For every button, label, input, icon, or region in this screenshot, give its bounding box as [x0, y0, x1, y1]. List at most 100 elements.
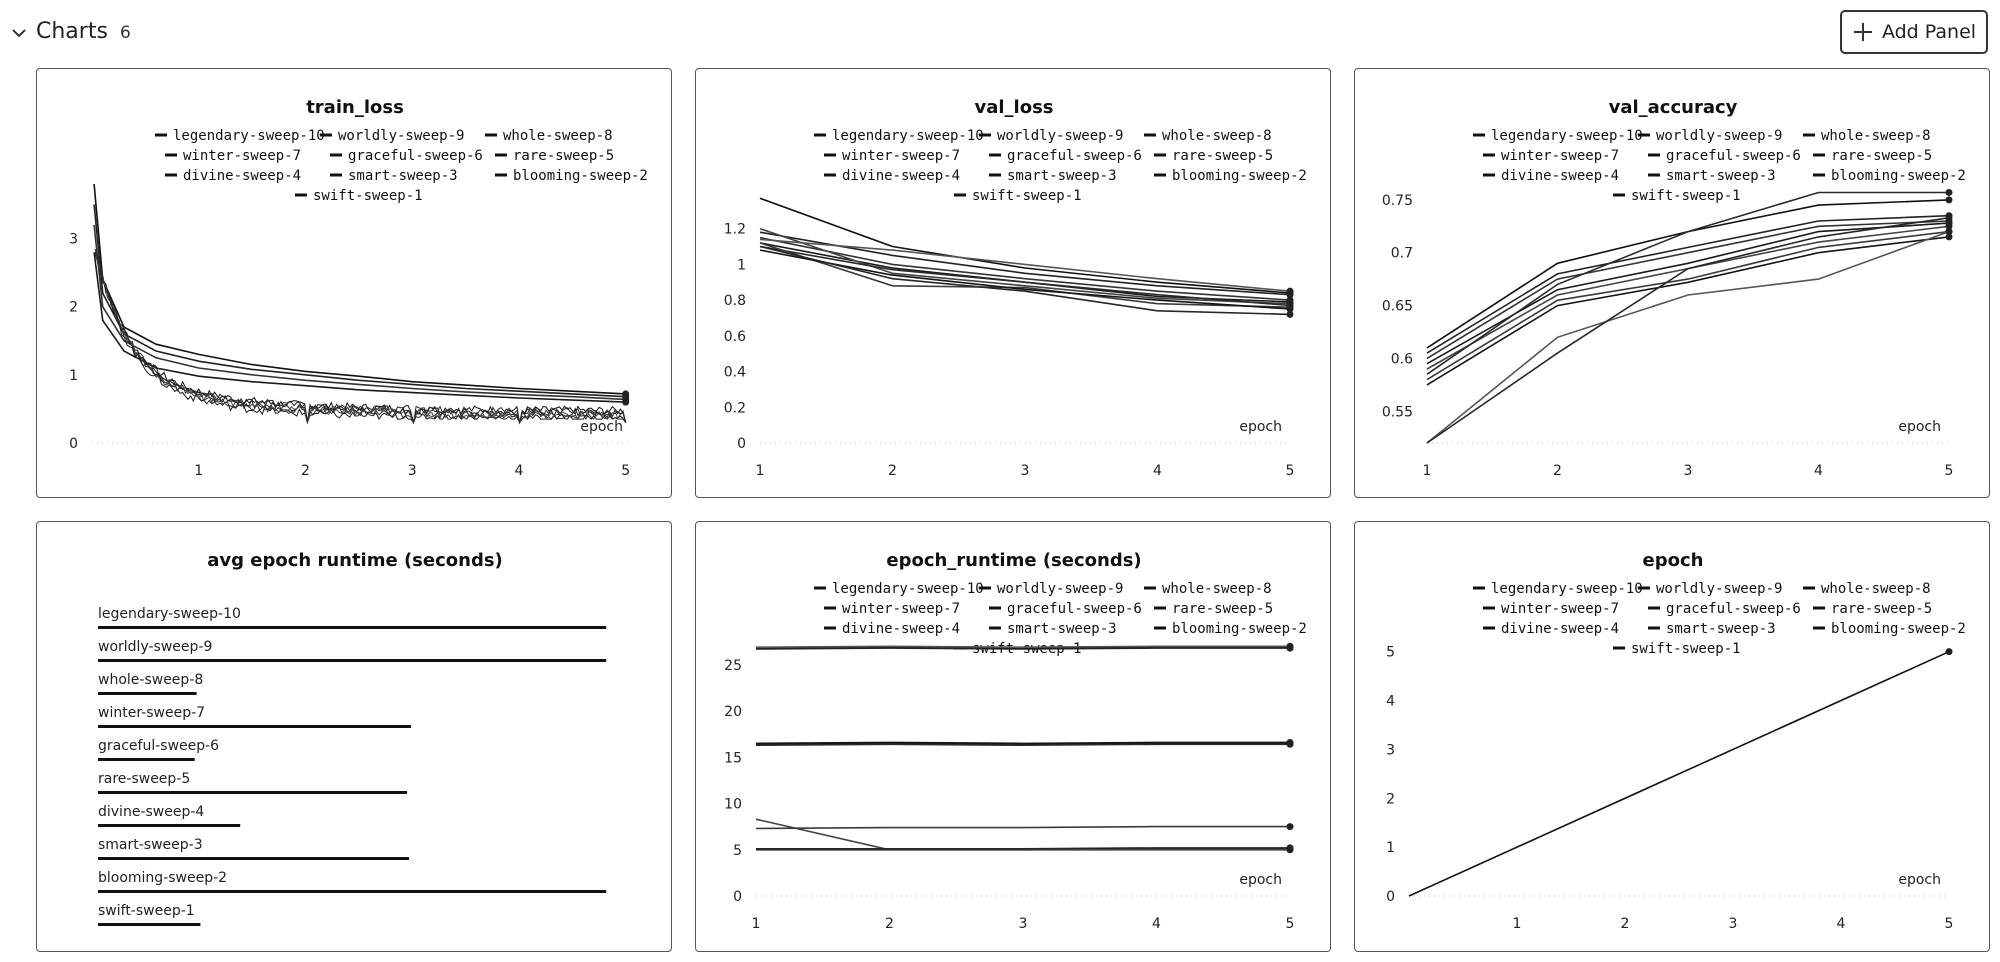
legend-item[interactable]: graceful-sweep-6	[1648, 601, 1801, 617]
legend-item[interactable]: legendary-sweep-10	[814, 581, 984, 597]
legend-item[interactable]: winter-sweep-7	[1483, 601, 1619, 617]
legend-item[interactable]: divine-sweep-4	[1483, 621, 1619, 637]
legend-label: blooming-sweep-2	[1831, 168, 1966, 184]
y-tick-label: 0.2	[724, 400, 746, 416]
series-line[interactable]	[1426, 233, 1953, 386]
series-line[interactable]	[1426, 228, 1953, 444]
legend-item[interactable]: smart-sweep-3	[1648, 168, 1776, 184]
x-tick-label: 4	[514, 463, 523, 479]
bar-row[interactable]: rare-sweep-5	[98, 771, 408, 794]
x-axis-label: epoch	[1898, 419, 1941, 435]
legend-item[interactable]: graceful-sweep-6	[330, 148, 483, 164]
series-line[interactable]	[759, 238, 1294, 295]
x-tick-label: 5	[1286, 463, 1295, 479]
bar-row[interactable]: winter-sweep-7	[98, 705, 411, 728]
add-panel-button[interactable]: Add Panel	[1840, 10, 1988, 54]
panel-epoch[interactable]: epoch legendary-sweep-10 worldly-sweep-9 wh…	[1354, 521, 1990, 952]
section-title[interactable]: Charts	[36, 19, 108, 44]
series-line[interactable]	[755, 642, 1294, 650]
legend-item[interactable]: winter-sweep-7	[1483, 148, 1619, 164]
legend-item[interactable]: legendary-sweep-10	[1473, 581, 1643, 597]
legend-item[interactable]: blooming-sweep-2	[495, 168, 648, 184]
series-line[interactable]	[759, 236, 1294, 304]
legend-item[interactable]: rare-sweep-5	[1813, 601, 1932, 617]
bar-row[interactable]: smart-sweep-3	[98, 837, 409, 860]
series-path	[93, 183, 626, 395]
legend-item[interactable]: legendary-sweep-10	[155, 128, 325, 144]
legend-item[interactable]: divine-sweep-4	[824, 621, 960, 637]
legend-label: graceful-sweep-6	[1007, 148, 1142, 164]
bar-label: divine-sweep-4	[98, 804, 204, 820]
series-line[interactable]	[759, 249, 1294, 313]
legend-item[interactable]: graceful-sweep-6	[989, 601, 1142, 617]
legend-item[interactable]: swift-sweep-1	[1613, 641, 1741, 657]
legend-item[interactable]: blooming-sweep-2	[1813, 168, 1966, 184]
legend-item[interactable]: worldly-sweep-9	[1638, 128, 1782, 144]
bar-row[interactable]: legendary-sweep-10	[98, 606, 607, 629]
legend-item[interactable]: divine-sweep-4	[824, 168, 960, 184]
series-path	[755, 741, 1290, 745]
legend-item[interactable]: whole-sweep-8	[1803, 581, 1931, 597]
legend-item[interactable]: smart-sweep-3	[989, 168, 1117, 184]
legend-item[interactable]: rare-sweep-5	[1154, 601, 1273, 617]
legend-item[interactable]: winter-sweep-7	[824, 601, 960, 617]
legend-item[interactable]: swift-sweep-1	[954, 188, 1082, 204]
legend-item[interactable]: graceful-sweep-6	[1648, 148, 1801, 164]
legend-item[interactable]: rare-sweep-5	[1154, 148, 1273, 164]
legend-item[interactable]: whole-sweep-8	[1803, 128, 1931, 144]
legend-label: blooming-sweep-2	[1172, 168, 1307, 184]
panel-epoch-runtime[interactable]: epoch_runtime (seconds) legendary-sweep-1…	[695, 521, 1331, 952]
legend-item[interactable]: smart-sweep-3	[1648, 621, 1776, 637]
bar-label: swift-sweep-1	[98, 903, 195, 919]
series-line[interactable]	[1426, 188, 1953, 375]
legend-item[interactable]: divine-sweep-4	[165, 168, 301, 184]
bar-row[interactable]: divine-sweep-4	[98, 804, 241, 827]
series-path	[755, 818, 1290, 851]
series-line[interactable]	[1408, 648, 1953, 897]
legend-item[interactable]: divine-sweep-4	[1483, 168, 1619, 184]
legend-item[interactable]: smart-sweep-3	[330, 168, 458, 184]
bar-label: rare-sweep-5	[98, 771, 190, 787]
legend-item[interactable]: whole-sweep-8	[1144, 128, 1272, 144]
legend-item[interactable]: rare-sweep-5	[1813, 148, 1932, 164]
legend-item[interactable]: blooming-sweep-2	[1813, 621, 1966, 637]
series-line[interactable]	[93, 183, 630, 398]
legend-item[interactable]: graceful-sweep-6	[989, 148, 1142, 164]
legend-item[interactable]: blooming-sweep-2	[1154, 621, 1307, 637]
chart-title: val_loss	[974, 97, 1053, 118]
legend-item[interactable]: swift-sweep-1	[295, 188, 423, 204]
series-line[interactable]	[756, 844, 1294, 852]
panel-avg-epoch-runtime[interactable]: avg epoch runtime (seconds) legendary-swe…	[36, 521, 672, 952]
legend-item[interactable]: whole-sweep-8	[485, 128, 613, 144]
legend-item[interactable]: swift-sweep-1	[1613, 188, 1741, 204]
x-tick-label: 2	[1621, 916, 1630, 932]
series-line[interactable]	[755, 738, 1294, 746]
legend-item[interactable]: legendary-sweep-10	[1473, 128, 1643, 144]
legend-item[interactable]: legendary-sweep-10	[814, 128, 984, 144]
legend-item[interactable]: rare-sweep-5	[495, 148, 614, 164]
legend-item[interactable]: worldly-sweep-9	[320, 128, 464, 144]
bar-row[interactable]: blooming-sweep-2	[98, 870, 607, 893]
bar-row[interactable]: swift-sweep-1	[98, 903, 201, 926]
series-line[interactable]	[759, 245, 1294, 318]
x-tick-label: 3	[1021, 463, 1030, 479]
series-line[interactable]	[755, 823, 1294, 831]
legend-item[interactable]: winter-sweep-7	[824, 148, 960, 164]
panel-train-loss[interactable]: train_loss legendary-sweep-10 worldly-swee…	[36, 68, 672, 498]
bar-row[interactable]: worldly-sweep-9	[98, 639, 607, 662]
legend-item[interactable]: worldly-sweep-9	[979, 581, 1123, 597]
legend-item[interactable]: worldly-sweep-9	[979, 128, 1123, 144]
legend-item[interactable]: whole-sweep-8	[1144, 581, 1272, 597]
legend-item[interactable]: blooming-sweep-2	[1154, 168, 1307, 184]
chevron-down-icon[interactable]	[8, 22, 30, 44]
legend-item[interactable]: worldly-sweep-9	[1638, 581, 1782, 597]
series-line[interactable]	[1426, 214, 1953, 444]
bar-row[interactable]: graceful-sweep-6	[98, 738, 219, 761]
series-line[interactable]	[93, 252, 630, 406]
bar-row[interactable]: whole-sweep-8	[98, 672, 203, 695]
panel-val-loss[interactable]: val_loss legendary-sweep-10 worldly-sweep-…	[695, 68, 1331, 498]
legend-item[interactable]: smart-sweep-3	[989, 621, 1117, 637]
series-line[interactable]	[1426, 228, 1953, 381]
legend-item[interactable]: winter-sweep-7	[165, 148, 301, 164]
panel-val-accuracy[interactable]: val_accuracy legendary-sweep-10 worldly-sw…	[1354, 68, 1990, 498]
